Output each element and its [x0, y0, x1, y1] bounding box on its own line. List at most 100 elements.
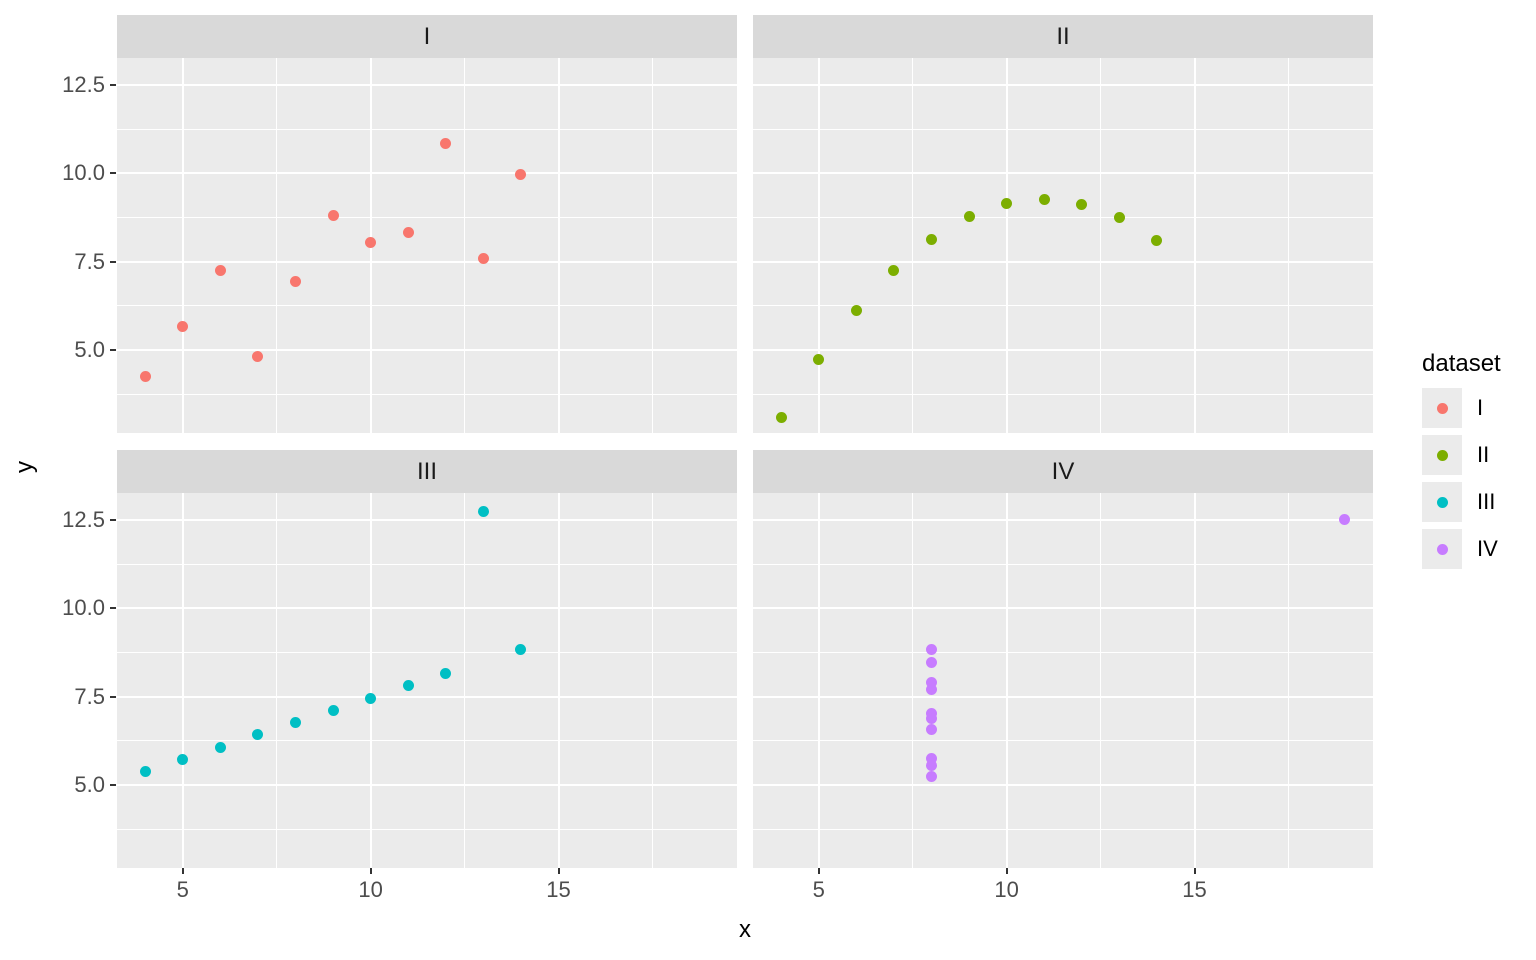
minor-gridline — [753, 652, 1373, 654]
major-gridline — [369, 493, 372, 868]
data-point — [327, 705, 339, 717]
major-gridline — [1193, 58, 1196, 433]
data-point — [139, 765, 151, 777]
data-point — [252, 351, 264, 363]
legend-entry-III: III — [1422, 482, 1501, 522]
minor-gridline — [651, 493, 653, 868]
x-tick-label: 10 — [994, 877, 1019, 902]
major-gridline — [1005, 58, 1008, 433]
data-point — [402, 226, 414, 238]
major-gridline — [117, 784, 737, 787]
data-point — [515, 169, 527, 181]
legend-key — [1422, 529, 1462, 569]
major-gridline — [557, 493, 560, 868]
x-tick-mark — [817, 868, 820, 874]
minor-gridline — [753, 740, 1373, 742]
legend-entry-I: I — [1422, 388, 1501, 428]
legend: dataset I II III IV — [1422, 350, 1501, 576]
major-gridline — [181, 493, 184, 868]
facet-strip-III: III — [117, 450, 737, 493]
minor-gridline — [464, 58, 466, 433]
minor-gridline — [117, 740, 737, 742]
data-point — [925, 759, 937, 771]
minor-gridline — [753, 217, 1373, 219]
legend-label: IV — [1477, 536, 1498, 561]
major-gridline — [1193, 493, 1196, 868]
minor-gridline — [276, 493, 278, 868]
minor-gridline — [1100, 58, 1102, 433]
data-point — [365, 237, 377, 249]
data-point — [289, 717, 301, 729]
data-point — [813, 353, 825, 365]
data-point — [252, 729, 264, 741]
x-tick-mark — [1005, 868, 1008, 874]
minor-gridline — [753, 305, 1373, 307]
y-tick-label: 7.5 — [74, 248, 105, 274]
data-point — [440, 668, 452, 680]
y-axis-title: y — [11, 461, 38, 473]
point-icon — [1436, 543, 1448, 555]
minor-gridline — [117, 305, 737, 307]
minor-gridline — [1287, 493, 1289, 868]
minor-gridline — [753, 393, 1373, 395]
data-point — [214, 265, 226, 277]
data-point — [477, 505, 489, 517]
legend-label: III — [1477, 489, 1496, 514]
data-point — [925, 233, 937, 245]
minor-gridline — [117, 563, 737, 565]
data-point — [289, 275, 301, 287]
data-point — [925, 752, 937, 764]
x-tick-mark — [1193, 868, 1196, 874]
facet-strip-I: I — [117, 15, 737, 58]
y-tick-mark — [110, 260, 116, 263]
x-tick-label: 5 — [176, 877, 189, 902]
minor-gridline — [464, 493, 466, 868]
minor-gridline — [651, 58, 653, 433]
data-point — [925, 723, 937, 735]
y-tick-label: 5.0 — [74, 337, 105, 363]
major-gridline — [817, 58, 820, 433]
legend-title: dataset — [1422, 350, 1501, 377]
y-tick-mark — [110, 784, 116, 787]
data-point — [515, 643, 527, 655]
major-gridline — [557, 58, 560, 433]
facet-panel-IV — [753, 493, 1373, 868]
major-gridline — [753, 607, 1373, 610]
major-gridline — [117, 172, 737, 175]
major-gridline — [117, 607, 737, 610]
major-gridline — [117, 518, 737, 521]
major-gridline — [753, 260, 1373, 263]
data-point — [1001, 198, 1013, 210]
minor-gridline — [117, 652, 737, 654]
y-tick-label: 10.0 — [62, 160, 105, 186]
data-point — [1076, 198, 1088, 210]
facet-panel-I — [117, 58, 737, 433]
y-tick-label: 12.5 — [62, 506, 105, 532]
data-point — [850, 304, 862, 316]
major-gridline — [117, 695, 737, 698]
data-point — [477, 253, 489, 265]
minor-gridline — [117, 128, 737, 130]
y-tick-mark — [110, 518, 116, 521]
data-point — [440, 138, 452, 150]
major-gridline — [1005, 493, 1008, 868]
minor-gridline — [117, 828, 737, 830]
facet-panel-II — [753, 58, 1373, 433]
y-tick-label: 12.5 — [62, 71, 105, 97]
minor-gridline — [753, 828, 1373, 830]
major-gridline — [117, 260, 737, 263]
minor-gridline — [1287, 58, 1289, 433]
legend-entry-II: II — [1422, 435, 1501, 475]
y-tick-mark — [110, 695, 116, 698]
data-point — [925, 676, 937, 688]
data-point — [177, 753, 189, 765]
x-tick-label: 5 — [812, 877, 825, 902]
legend-key — [1422, 435, 1462, 475]
minor-gridline — [753, 563, 1373, 565]
data-point — [365, 692, 377, 704]
data-point — [1151, 235, 1163, 247]
major-gridline — [753, 349, 1373, 352]
data-point — [925, 712, 937, 724]
facet-strip-II: II — [753, 15, 1373, 58]
